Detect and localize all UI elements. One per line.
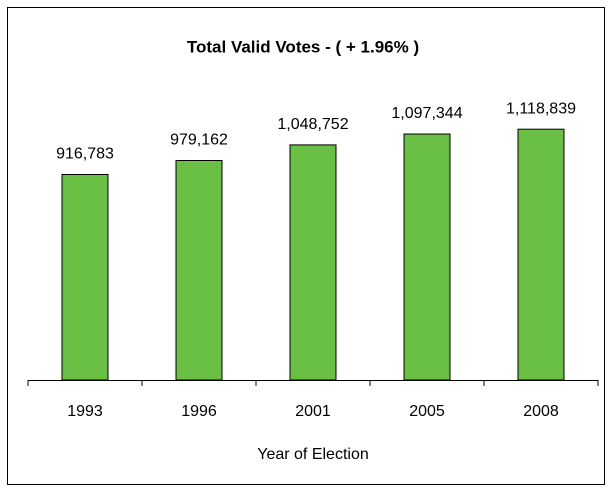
bar — [61, 173, 109, 381]
x-tick-label: 1993 — [67, 403, 103, 420]
bar — [175, 160, 223, 381]
bar — [289, 144, 337, 381]
bar — [517, 128, 565, 381]
chart-title: Total Valid Votes - ( + 1.96% ) — [187, 37, 419, 56]
data-label: 916,783 — [56, 146, 114, 163]
data-label: 979,162 — [170, 132, 228, 149]
data-label: 1,118,839 — [506, 100, 576, 117]
x-tick-label: 2008 — [523, 403, 559, 420]
data-label: 1,048,752 — [277, 116, 348, 133]
x-tick-label: 2001 — [295, 403, 331, 420]
x-tick-label: 1996 — [181, 403, 217, 420]
x-axis-label: Year of Election — [257, 446, 368, 463]
bar — [403, 133, 451, 381]
x-tick-label: 2005 — [409, 403, 445, 420]
data-label: 1,097,344 — [391, 105, 462, 122]
